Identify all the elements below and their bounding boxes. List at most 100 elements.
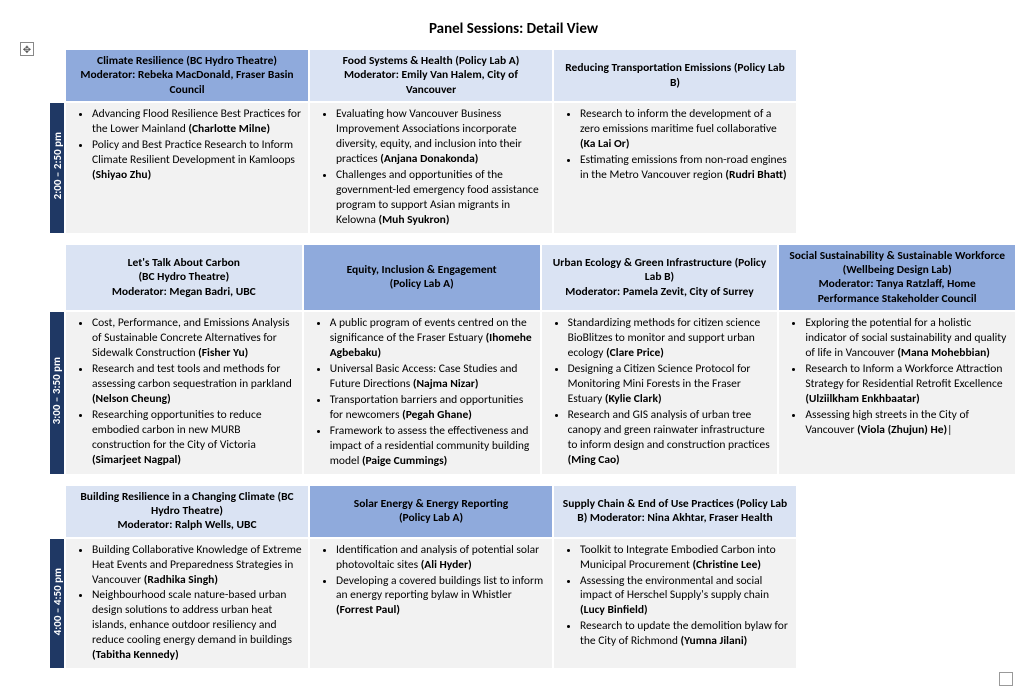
- list-item: Developing a covered buildings list to i…: [336, 574, 546, 619]
- presenter-name: (Ali Hyder): [421, 558, 472, 572]
- presenter-name: (Christine Lee): [692, 558, 761, 572]
- panel-header: Supply Chain & End of Use Practices (Pol…: [554, 486, 796, 537]
- panel-body: Toolkit to Integrate Embodied Carbon int…: [554, 539, 796, 669]
- presenter-name: (Tabitha Kennedy): [92, 648, 179, 662]
- list-item: Transportation barriers and opportunitie…: [330, 393, 534, 423]
- time-text: 4:00 – 4:50 pm: [51, 562, 64, 641]
- presenter-name: (Ulziilkham Enkhbaatar): [805, 392, 919, 406]
- time-label: 3:00 – 3:50 pm: [50, 312, 64, 473]
- list-item: Research and test tools and methods for …: [92, 362, 296, 407]
- panel-header: Equity, Inclusion & Engagement(Policy La…: [304, 245, 540, 311]
- list-item: Universal Basic Access: Case Studies and…: [330, 362, 534, 392]
- item-list: Research to inform the development of a …: [556, 107, 790, 183]
- list-item: Assessing the environmental and social i…: [580, 574, 790, 619]
- time-block: Building Resilience in a Changing Climat…: [10, 484, 1017, 671]
- panel-header: Building Resilience in a Changing Climat…: [66, 486, 308, 537]
- item-list: Toolkit to Integrate Embodied Carbon int…: [556, 543, 790, 650]
- session-table: Building Resilience in a Changing Climat…: [48, 484, 798, 671]
- list-item: Researching opportunities to reduce embo…: [92, 408, 296, 468]
- item-list: A public program of events centred on th…: [306, 316, 534, 468]
- presenter-name: (Clare Price): [606, 346, 664, 360]
- list-item: Research to Inform a Workforce Attractio…: [805, 362, 1009, 407]
- panel-body: Advancing Flood Resilience Best Practice…: [66, 103, 308, 233]
- page-title: Panel Sessions: Detail View: [10, 20, 1017, 38]
- time-label: 4:00 – 4:50 pm: [50, 539, 64, 669]
- list-item: Framework to assess the effectiveness an…: [330, 424, 534, 469]
- presenter-name: (Simarjeet Nagpal): [92, 453, 181, 467]
- presenter-name: (Kylie Clark): [605, 392, 662, 406]
- list-item: Standardizing methods for citizen scienc…: [568, 316, 772, 361]
- panel-header: Let's Talk About Carbon(BC Hydro Theatre…: [66, 245, 302, 311]
- list-item: Policy and Best Practice Research to Inf…: [92, 138, 302, 183]
- panel-header: Food Systems & Health (Policy Lab A) Mod…: [310, 50, 552, 101]
- list-item: Advancing Flood Resilience Best Practice…: [92, 107, 302, 137]
- list-item: Assessing high streets in the City of Va…: [805, 408, 1009, 438]
- list-item: Designing a Citizen Science Protocol for…: [568, 362, 772, 407]
- item-list: Standardizing methods for citizen scienc…: [544, 316, 772, 467]
- list-item: Research and GIS analysis of urban tree …: [568, 408, 772, 468]
- item-list: Evaluating how Vancouver Business Improv…: [312, 107, 546, 228]
- presenter-name: (Najma Nizar): [413, 377, 479, 391]
- list-item: Evaluating how Vancouver Business Improv…: [336, 107, 546, 167]
- presenter-name: (Radhika Singh): [144, 573, 218, 587]
- presenter-name: (Yumna Jilani): [681, 634, 748, 648]
- presenter-name: (Ka Lai Or): [580, 137, 629, 151]
- list-item: Exploring the potential for a holistic i…: [805, 316, 1009, 361]
- panel-body: A public program of events centred on th…: [304, 312, 540, 473]
- panel-body: Building Collaborative Knowledge of Extr…: [66, 539, 308, 669]
- panel-header: Climate Resilience (BC Hydro Theatre) Mo…: [66, 50, 308, 101]
- presenter-name: (Forrest Paul): [336, 603, 400, 617]
- list-item: Building Collaborative Knowledge of Extr…: [92, 543, 302, 588]
- resize-handle-icon[interactable]: [999, 672, 1013, 686]
- panel-body: Research to inform the development of a …: [554, 103, 796, 233]
- list-item: Identification and analysis of potential…: [336, 543, 546, 573]
- presenter-name: (Anjana Donakonda): [380, 152, 478, 166]
- presenter-name: (Ming Cao): [568, 453, 620, 467]
- item-list: Advancing Flood Resilience Best Practice…: [68, 107, 302, 183]
- panel-header: Social Sustainability & Sustainable Work…: [779, 245, 1015, 311]
- panel-header: Solar Energy & Energy Reporting(Policy L…: [310, 486, 552, 537]
- presenter-name: (Rudri Bhatt): [725, 168, 786, 182]
- table-move-handle-icon[interactable]: ✥: [20, 42, 34, 56]
- presenter-name: (Shiyao Zhu): [92, 168, 151, 182]
- list-item: Research to update the demolition bylaw …: [580, 619, 790, 649]
- time-text: 3:00 – 3:50 pm: [50, 351, 63, 430]
- time-block: Let's Talk About Carbon(BC Hydro Theatre…: [10, 243, 1017, 476]
- time-text: 2:00 – 2:50 pm: [51, 126, 64, 205]
- panel-body: Exploring the potential for a holistic i…: [779, 312, 1015, 473]
- panel-header: Urban Ecology & Green Infrastructure (Po…: [542, 245, 778, 311]
- panel-body: Identification and analysis of potential…: [310, 539, 552, 669]
- presenter-name: (Mana Mohebbian): [897, 346, 990, 360]
- time-block: Climate Resilience (BC Hydro Theatre) Mo…: [10, 48, 1017, 235]
- session-table: Climate Resilience (BC Hydro Theatre) Mo…: [48, 48, 798, 235]
- session-table: Let's Talk About Carbon(BC Hydro Theatre…: [48, 243, 1017, 476]
- presenter-name: (Lucy Binfield): [580, 603, 648, 617]
- list-item: Research to inform the development of a …: [580, 107, 790, 152]
- list-item: Toolkit to Integrate Embodied Carbon int…: [580, 543, 790, 573]
- panel-body: Evaluating how Vancouver Business Improv…: [310, 103, 552, 233]
- header-spacer: [50, 486, 64, 537]
- list-item: Challenges and opportunities of the gove…: [336, 168, 546, 228]
- presenter-name: (Pegah Ghane): [402, 408, 472, 422]
- presenter-name: (Muh Syukron): [379, 213, 450, 227]
- item-list: Identification and analysis of potential…: [312, 543, 546, 619]
- panel-header: Reducing Transportation Emissions (Polic…: [554, 50, 796, 101]
- item-list: Cost, Performance, and Emissions Analysi…: [68, 316, 296, 467]
- list-item: A public program of events centred on th…: [330, 316, 534, 361]
- panel-body: Cost, Performance, and Emissions Analysi…: [66, 312, 302, 473]
- presenter-name: (Nelson Cheung): [92, 392, 171, 406]
- header-spacer: [50, 245, 64, 311]
- presenter-name: (Viola (Zhujun) He): [857, 423, 947, 437]
- item-list: Exploring the potential for a holistic i…: [781, 316, 1009, 438]
- item-list: Building Collaborative Knowledge of Extr…: [68, 543, 302, 664]
- list-item: Cost, Performance, and Emissions Analysi…: [92, 316, 296, 361]
- list-item: Neighbourhood scale nature-based urban d…: [92, 588, 302, 663]
- presenter-name: (Charlotte Milne): [188, 122, 270, 136]
- header-spacer: [50, 50, 64, 101]
- schedule-container: Climate Resilience (BC Hydro Theatre) Mo…: [10, 48, 1017, 670]
- presenter-name: (Paige Cummings): [362, 454, 447, 468]
- presenter-name: (Ihomehe Agbebaku): [330, 331, 532, 360]
- time-label: 2:00 – 2:50 pm: [50, 103, 64, 233]
- presenter-name: (Fisher Yu): [198, 346, 248, 360]
- panel-body: Standardizing methods for citizen scienc…: [542, 312, 778, 473]
